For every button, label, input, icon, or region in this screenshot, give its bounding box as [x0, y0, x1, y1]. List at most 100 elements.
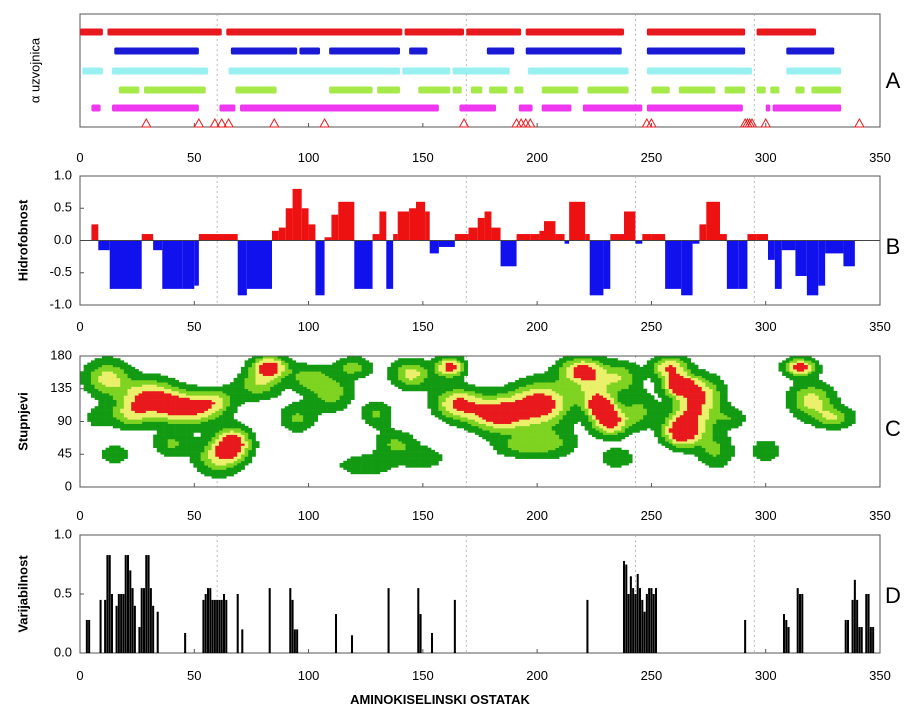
density-cell: [138, 406, 143, 409]
density-cell: [112, 358, 117, 361]
density-cell: [248, 358, 253, 361]
density-cell: [131, 390, 136, 394]
density-cell: [453, 419, 457, 422]
density-cell: [438, 456, 443, 459]
density-cell: [372, 469, 377, 473]
density-cell: [573, 382, 578, 385]
density-cell: [109, 458, 114, 462]
density-cell: [559, 404, 564, 407]
density-cell: [431, 373, 436, 376]
density-cell: [167, 454, 172, 457]
density-cell: [548, 375, 553, 379]
density-cell: [310, 417, 315, 420]
density-cell: [109, 393, 114, 396]
density-cell: [427, 369, 432, 372]
density-cell: [208, 423, 212, 427]
density-cell: [244, 449, 249, 453]
density-cell: [112, 412, 117, 416]
density-cell: [204, 456, 209, 459]
density-cell: [240, 452, 245, 455]
density-cell: [573, 436, 578, 440]
density-cell: [383, 408, 388, 411]
density-cell: [610, 401, 615, 405]
density-cell: [372, 423, 377, 427]
density-cell: [401, 373, 406, 376]
density-cell: [123, 452, 128, 455]
density-cell: [175, 434, 180, 438]
density-cell: [164, 423, 169, 427]
density-cell: [515, 408, 520, 411]
density-cell: [372, 414, 377, 418]
density-cell: [431, 458, 436, 462]
density-cell: [229, 452, 234, 455]
density-cell: [610, 377, 615, 381]
density-cell: [266, 371, 271, 374]
density-cell: [372, 449, 377, 453]
density-cell: [339, 369, 344, 372]
density-cell: [156, 441, 161, 444]
density-cell: [328, 388, 333, 392]
density-cell: [376, 404, 381, 407]
density-cell: [87, 382, 92, 385]
density-cell: [343, 375, 348, 379]
x-tick-label: 0: [76, 319, 83, 334]
density-cell: [211, 462, 216, 466]
density-cell: [529, 410, 534, 414]
density-cell: [281, 371, 286, 374]
density-cell: [299, 430, 304, 433]
density-cell: [325, 377, 329, 381]
hydrophobicity-bar: [589, 240, 604, 296]
hydrophobicity-bar: [182, 240, 195, 289]
density-cell: [555, 362, 560, 366]
density-cell: [390, 430, 395, 433]
density-cell: [613, 377, 618, 381]
density-cell: [515, 456, 520, 459]
density-cell: [240, 401, 245, 405]
density-cell: [453, 358, 457, 361]
density-cell: [537, 401, 542, 405]
density-cell: [251, 388, 256, 392]
density-cell: [599, 360, 604, 363]
density-cell: [613, 452, 618, 455]
density-cell: [112, 414, 117, 418]
density-cell: [325, 375, 329, 379]
density-cell: [537, 388, 542, 392]
density-cell: [379, 436, 384, 440]
density-cell: [303, 373, 308, 376]
density-cell: [409, 438, 414, 442]
density-cell: [134, 425, 139, 429]
density-cell: [537, 438, 542, 442]
density-cell: [621, 384, 626, 387]
density-cell: [233, 467, 238, 470]
density-cell: [529, 441, 534, 444]
density-cell: [478, 428, 483, 431]
density-cell: [339, 375, 344, 379]
density-cell: [540, 401, 545, 405]
density-cell: [482, 425, 487, 429]
density-cell: [471, 401, 476, 405]
density-cell: [127, 366, 132, 370]
density-cell: [328, 404, 333, 407]
density-cell: [233, 432, 238, 435]
density-cell: [186, 434, 191, 438]
density-cell: [496, 452, 501, 455]
density-cell: [178, 447, 183, 451]
density-cell: [592, 428, 596, 431]
density-cell: [584, 369, 589, 372]
density-cell: [277, 373, 282, 376]
helix-segment: [582, 104, 643, 112]
density-cell: [288, 408, 293, 411]
density-cell: [390, 362, 395, 366]
density-cell: [602, 452, 607, 455]
density-cell: [292, 375, 297, 379]
density-cell: [474, 397, 479, 400]
density-cell: [533, 412, 538, 416]
density-cell: [423, 445, 428, 448]
density-cell: [562, 377, 567, 381]
helix-segment: [518, 104, 533, 112]
density-cell: [229, 417, 234, 420]
density-cell: [522, 406, 527, 409]
density-cell: [617, 406, 622, 409]
density-cell: [189, 417, 194, 420]
density-cell: [266, 384, 271, 387]
